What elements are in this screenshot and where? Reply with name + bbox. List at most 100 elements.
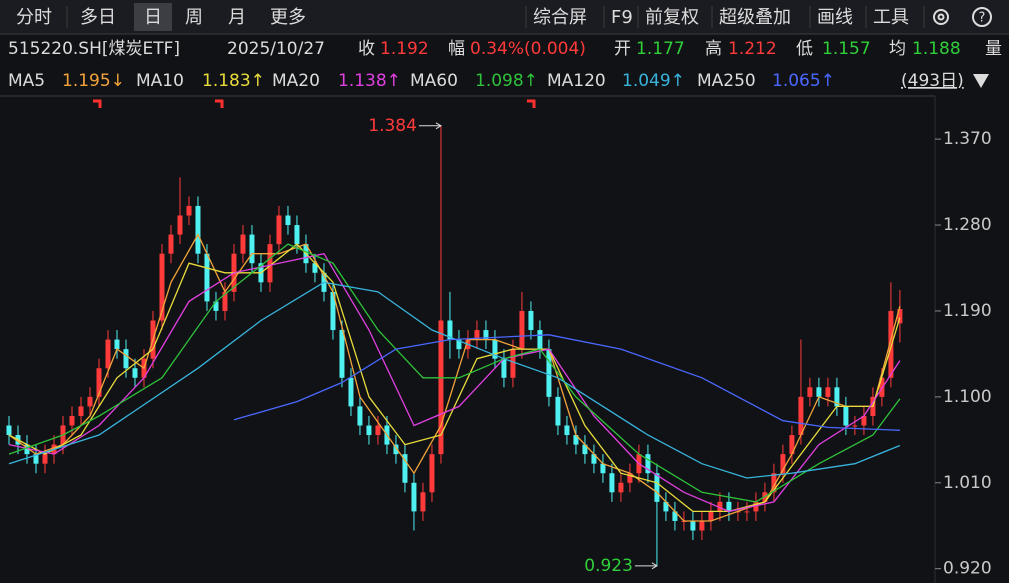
candle-body: [537, 330, 543, 350]
tool[interactable]: 画线: [817, 7, 853, 28]
tab[interactable]: 月: [228, 7, 246, 28]
ma-line: [8, 243, 901, 503]
candle-body: [285, 215, 291, 226]
candle-body: [6, 425, 12, 436]
candle-body: [87, 396, 93, 407]
candle-body: [798, 396, 804, 436]
annotation-arrowhead: [435, 122, 442, 130]
candle-body: [519, 310, 525, 350]
candle-body: [717, 501, 723, 512]
legend-name: MA60: [410, 71, 458, 91]
candle-body: [897, 309, 903, 324]
tool[interactable]: 超级叠加: [719, 7, 791, 28]
candle-body: [438, 320, 444, 455]
legend-value: 1.195↓: [62, 71, 125, 91]
candle-body: [510, 349, 516, 378]
quote-value: 1.212: [728, 39, 777, 59]
quote-label: 幅: [448, 39, 465, 59]
candle-body: [672, 511, 678, 521]
candle-body: [807, 387, 813, 397]
ma-line: [8, 243, 901, 513]
quote-value: 1.157: [822, 39, 871, 59]
candle-body: [411, 482, 417, 512]
candle-body: [582, 444, 588, 455]
legend-name: MA250: [697, 71, 756, 91]
candle-body: [492, 339, 498, 359]
candle-body: [348, 377, 354, 407]
candle-body: [294, 225, 300, 245]
candle-body: [564, 425, 570, 436]
candle-body: [105, 339, 111, 369]
tab[interactable]: 周: [185, 7, 203, 28]
quote-value: 1.192: [380, 39, 429, 59]
tool[interactable]: 前复权: [645, 7, 699, 28]
candle-body: [366, 425, 372, 436]
legend-name: MA20: [272, 71, 320, 91]
candle-body: [186, 205, 192, 216]
candle-body: [177, 215, 183, 235]
y-tick-label: 1.010: [943, 473, 992, 493]
ma-line: [8, 281, 901, 479]
y-tick-label: 1.280: [943, 215, 992, 235]
y-tick-label: 1.100: [943, 387, 992, 407]
help-icon[interactable]: ?: [972, 7, 992, 27]
tab[interactable]: 日: [144, 7, 162, 28]
legend-value: 1.065↑: [772, 71, 835, 91]
candle-body: [852, 425, 858, 427]
separators: [0, 6, 1009, 583]
quote-value: 1.188: [912, 39, 961, 59]
candle-body: [357, 406, 363, 426]
tab[interactable]: 分时: [16, 7, 52, 28]
candle-body: [816, 387, 822, 397]
candle-body: [222, 291, 228, 311]
candle-body: [447, 320, 453, 340]
tab[interactable]: 多日: [80, 7, 116, 28]
candle-body: [834, 387, 840, 407]
range-label[interactable]: (493日): [901, 71, 964, 91]
active-tab-bg: [134, 3, 172, 31]
candle-body: [690, 520, 696, 531]
candle-body: [24, 444, 30, 455]
candle-body: [393, 444, 399, 455]
quote-label: 低: [796, 39, 813, 59]
candle-body: [780, 454, 786, 474]
candle-body: [501, 358, 507, 378]
tool[interactable]: F9: [611, 7, 633, 28]
candle-body: [600, 463, 606, 474]
candle-body: [771, 473, 777, 493]
legend-value: 1.098↑: [475, 71, 538, 91]
candle-body: [708, 511, 714, 521]
candle-body: [825, 387, 831, 397]
candle-body: [78, 406, 84, 416]
candle-body: [375, 425, 381, 436]
annotation-label: 0.923: [584, 556, 633, 576]
event-markers: [93, 99, 536, 108]
y-tick-label: 1.370: [943, 129, 992, 149]
tool[interactable]: 综合屏: [533, 7, 587, 28]
candle-body: [159, 253, 165, 321]
candle-body: [69, 415, 75, 426]
ma-line: [233, 334, 900, 431]
candle-body: [555, 396, 561, 426]
candle-body: [888, 310, 894, 378]
tool[interactable]: 工具: [873, 7, 909, 28]
candle-body: [312, 263, 318, 273]
candle-body: [546, 349, 552, 397]
candle-body: [618, 482, 624, 493]
quote-value: 1.177: [636, 39, 685, 59]
candle-body: [267, 244, 273, 283]
candle-body: [240, 234, 246, 254]
settings-icon[interactable]: [933, 9, 949, 25]
legend-name: MA5: [8, 71, 45, 91]
legend-name: MA10: [136, 71, 184, 91]
legend-name: MA120: [547, 71, 606, 91]
quote-value: 0.34%(0.004): [470, 39, 586, 59]
candle-body: [654, 473, 660, 502]
dropdown-arrow[interactable]: [973, 74, 989, 88]
candle-body: [591, 454, 597, 464]
quote-label: 高: [705, 39, 722, 59]
candle-body: [609, 473, 615, 493]
ma-line: [8, 252, 901, 513]
tab[interactable]: 更多: [270, 7, 306, 28]
